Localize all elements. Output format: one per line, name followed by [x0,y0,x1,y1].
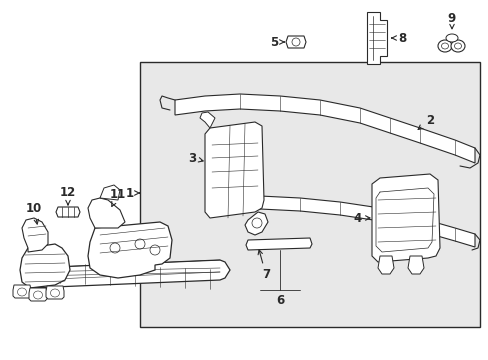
Polygon shape [204,122,264,218]
Polygon shape [100,185,120,200]
Polygon shape [46,286,64,299]
Ellipse shape [450,40,464,52]
Text: 8: 8 [391,32,406,45]
Polygon shape [371,174,439,262]
Text: 2: 2 [417,113,433,130]
Polygon shape [285,36,305,48]
Text: 10: 10 [26,202,42,224]
Text: 7: 7 [258,250,269,282]
Ellipse shape [437,40,451,52]
Text: 1: 1 [126,186,140,199]
Ellipse shape [445,34,457,42]
Text: 3: 3 [187,152,203,165]
Polygon shape [366,12,386,64]
Polygon shape [88,222,172,278]
Text: 12: 12 [60,185,76,205]
Polygon shape [22,218,48,252]
Polygon shape [245,238,311,250]
Text: 5: 5 [269,36,284,49]
Polygon shape [175,94,474,163]
Polygon shape [20,244,70,288]
Text: 4: 4 [353,212,369,225]
Polygon shape [29,288,47,301]
Text: 11: 11 [110,188,126,206]
Bar [140,62,479,327]
Polygon shape [244,212,267,235]
Polygon shape [13,285,31,298]
Polygon shape [407,256,423,274]
Text: 9: 9 [447,12,455,29]
Polygon shape [88,198,125,228]
Polygon shape [25,260,229,288]
Text: 6: 6 [275,293,284,306]
Polygon shape [200,112,215,128]
Polygon shape [260,196,474,247]
Polygon shape [56,207,80,217]
Polygon shape [377,256,393,274]
